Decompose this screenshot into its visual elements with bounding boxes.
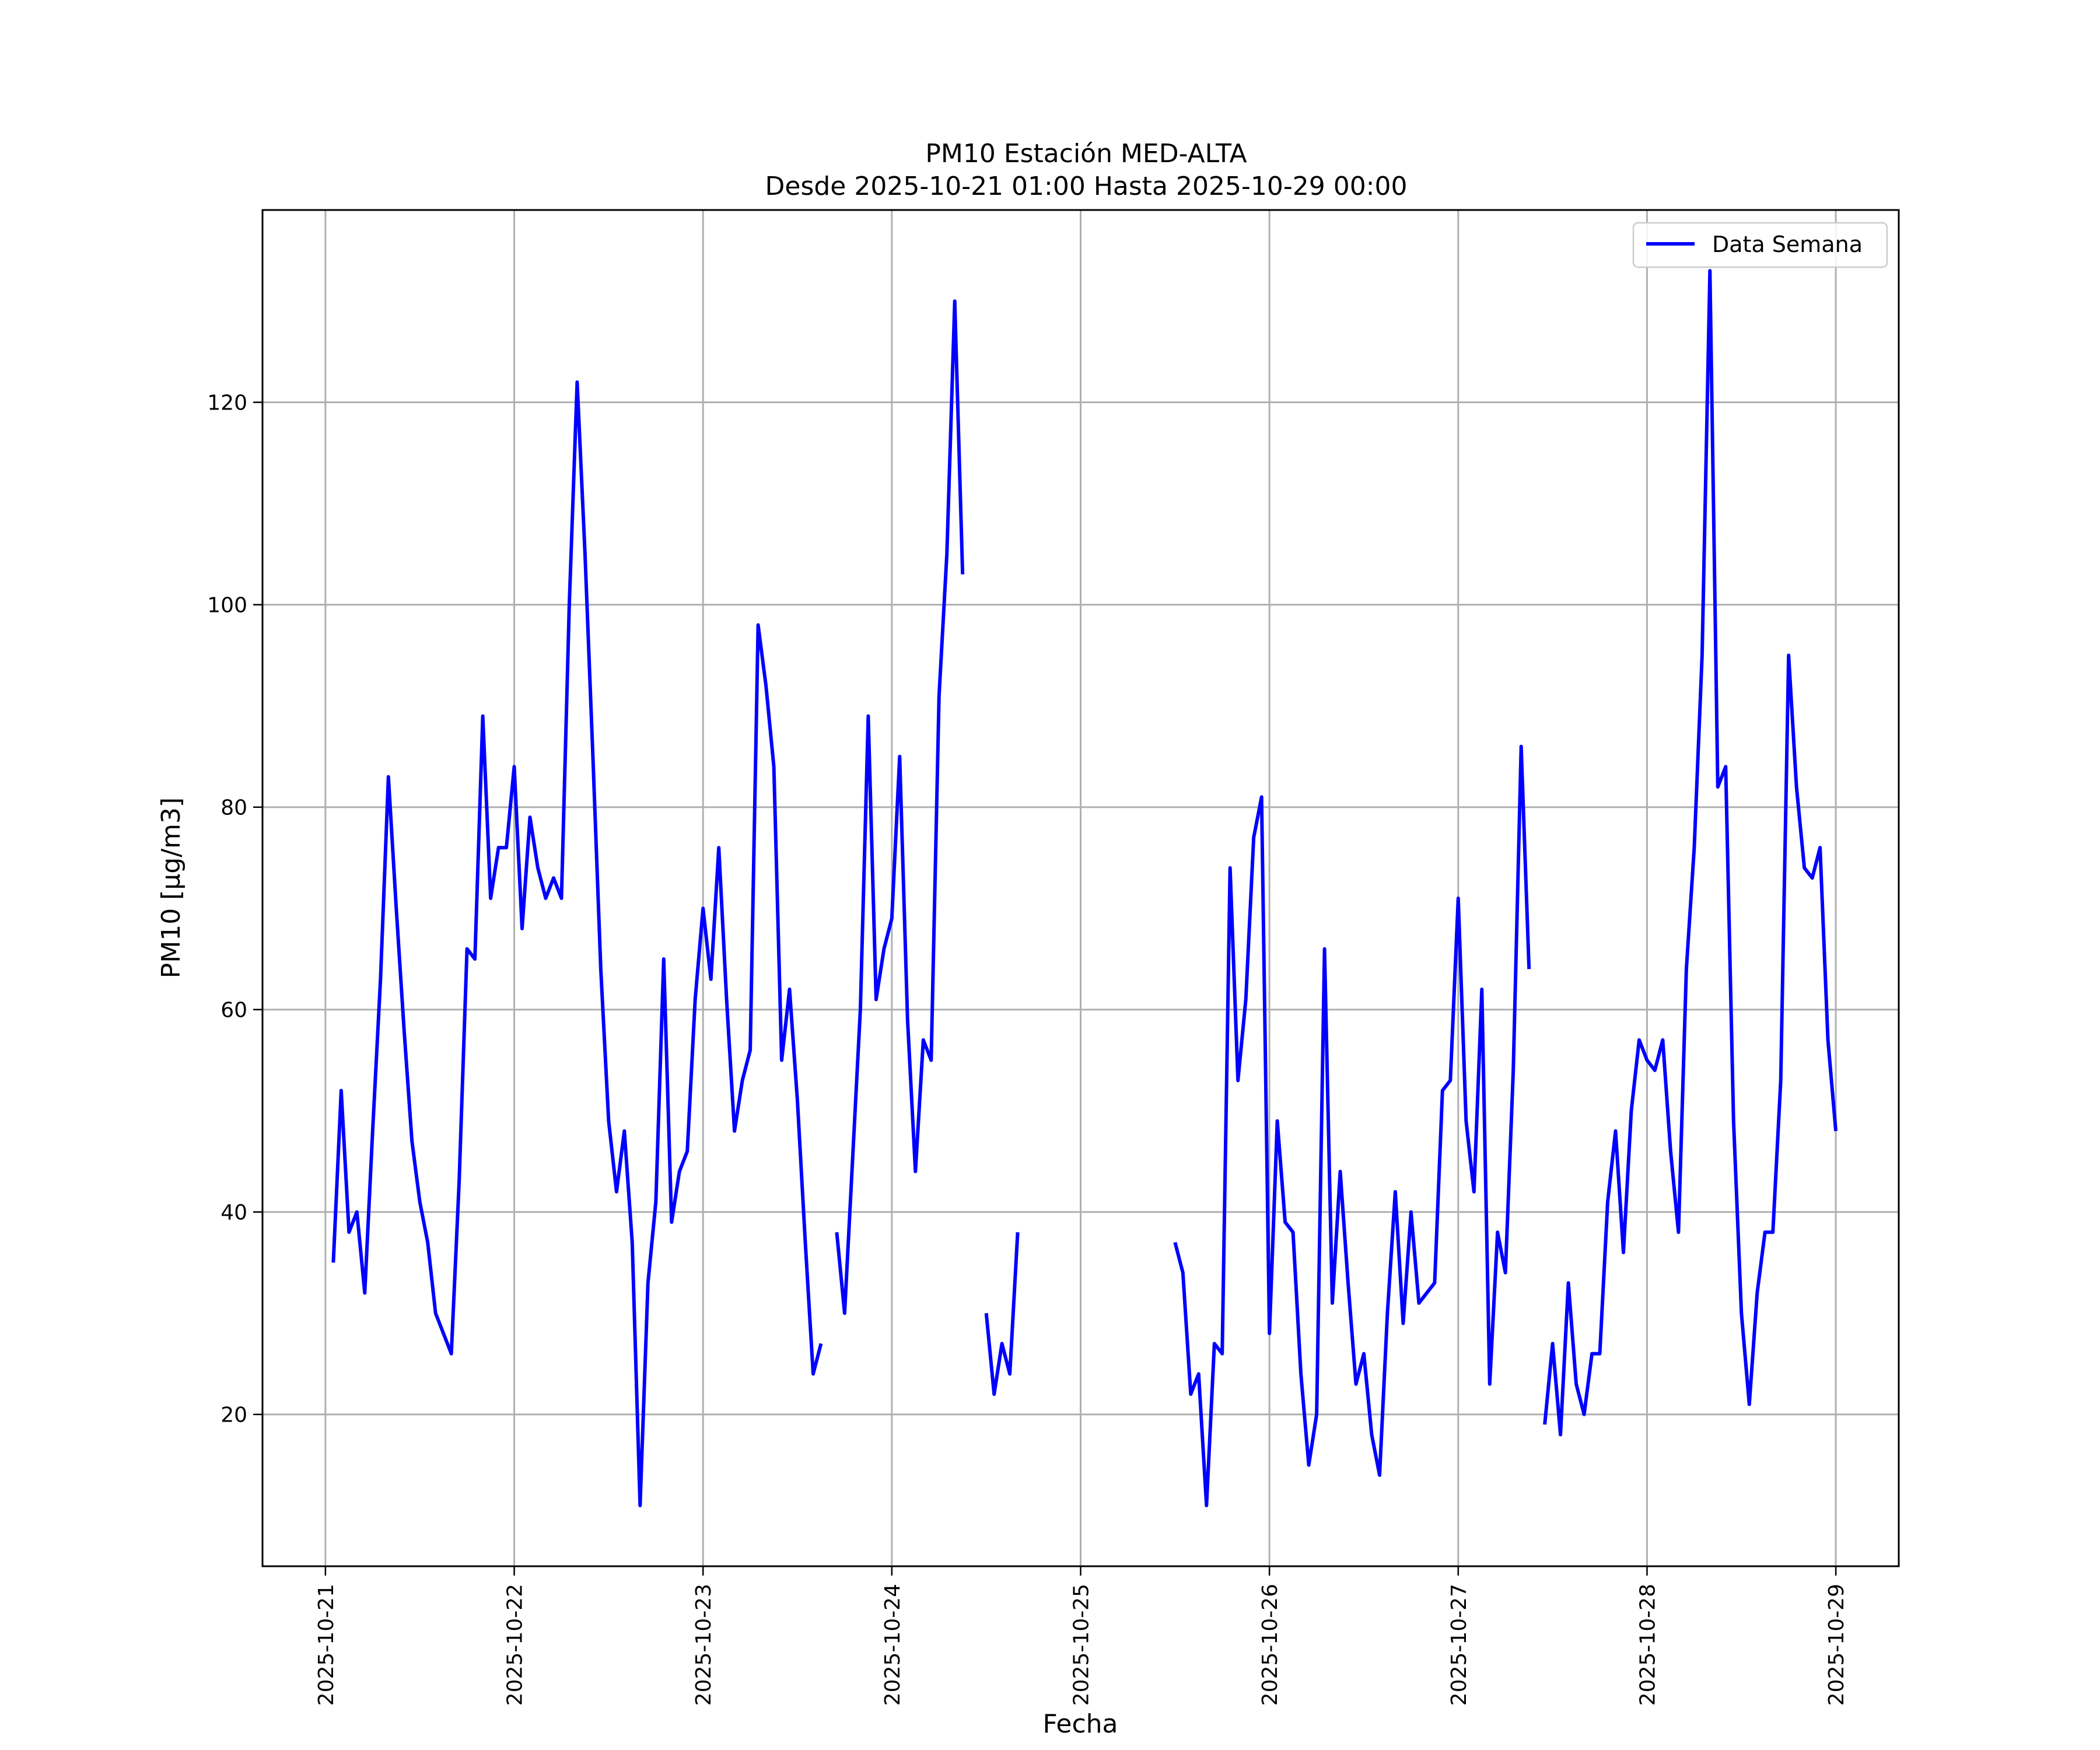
- series-line-segment: [1173, 744, 1531, 1507]
- chart-title: PM10 Estación MED-ALTA: [925, 139, 1247, 169]
- series-line-segment: [331, 380, 823, 1507]
- y-tick-label: 60: [220, 999, 247, 1023]
- y-tick-label: 100: [207, 594, 247, 618]
- y-tick-label: 40: [220, 1201, 247, 1225]
- ticks: [253, 401, 1837, 1576]
- y-axis-label: PM10 [μg/m3]: [156, 797, 186, 978]
- legend: Data Semana: [1632, 222, 1888, 268]
- y-tick-labels: 20 40 60 80 100 120: [207, 391, 247, 1427]
- x-tick-label: 2025-10-22: [503, 1584, 527, 1706]
- y-tick-label: 20: [220, 1404, 247, 1427]
- x-tick-labels: 2025-10-21 2025-10-22 2025-10-23 2025-10-24…: [314, 1584, 1849, 1706]
- x-tick-label: 2025-10-29: [1825, 1584, 1849, 1706]
- chart-subtitle: Desde 2025-10-21 01:00 Hasta 2025-10-29 …: [765, 172, 1407, 201]
- x-tick-label: 2025-10-24: [881, 1584, 905, 1706]
- series-data-semana: [331, 269, 1838, 1507]
- legend-box: [1632, 222, 1888, 268]
- x-tick-label: 2025-10-27: [1447, 1584, 1471, 1706]
- x-tick-label: 2025-10-26: [1258, 1584, 1282, 1706]
- legend-entry-data-semana: Data Semana: [1712, 232, 1863, 257]
- y-tick-label: 80: [220, 796, 247, 820]
- series-line-segment: [984, 1232, 1020, 1396]
- grid: [262, 210, 1899, 1566]
- y-tick-label: 120: [207, 391, 247, 415]
- x-tick-label: 2025-10-25: [1070, 1584, 1094, 1706]
- x-axis-label: Fecha: [1042, 1709, 1118, 1739]
- x-tick-label: 2025-10-21: [314, 1584, 338, 1706]
- series-line-segment: [1543, 269, 1838, 1437]
- x-tick-label: 2025-10-23: [692, 1584, 716, 1706]
- x-tick-label: 2025-10-28: [1636, 1584, 1660, 1706]
- series-line-segment: [835, 299, 965, 1315]
